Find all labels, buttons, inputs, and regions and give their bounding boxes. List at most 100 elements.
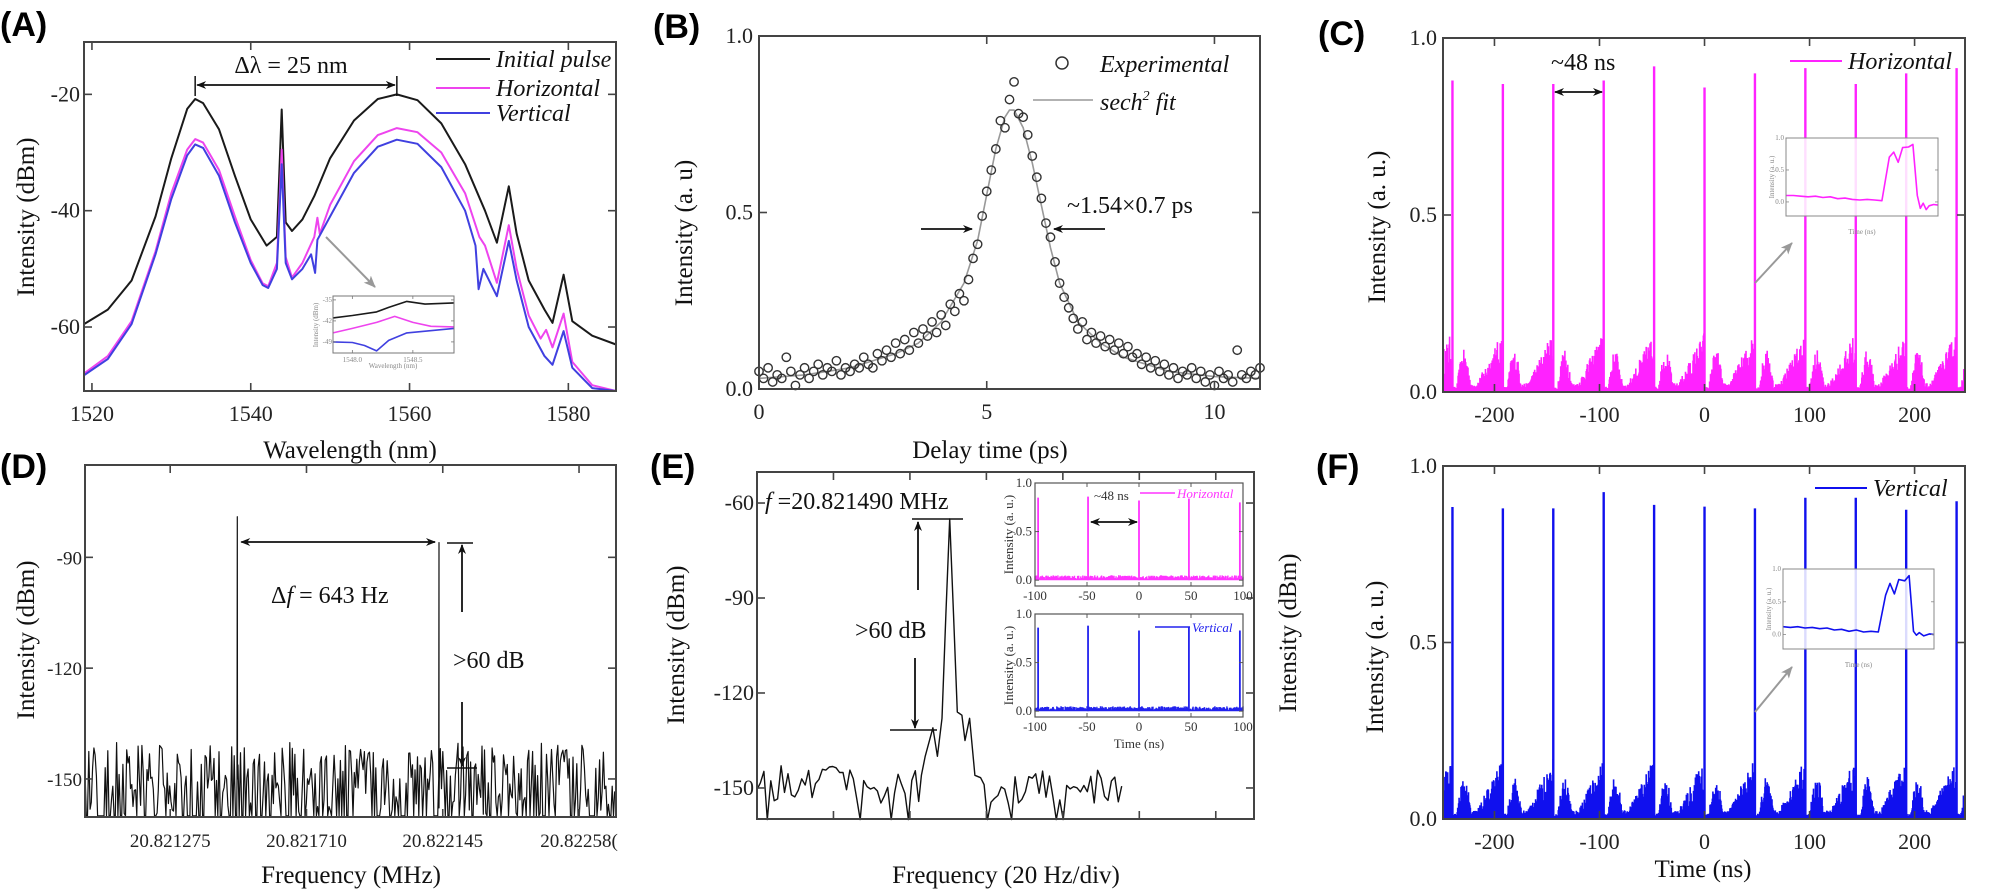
data-point <box>785 366 796 377</box>
data-point <box>1241 373 1252 384</box>
x-tick-label: 0 <box>1699 829 1710 854</box>
data-point <box>1031 172 1042 183</box>
x-tick-label: -200 <box>1474 402 1514 427</box>
data-point <box>1223 369 1234 380</box>
data-point <box>1186 362 1197 373</box>
inset-x-label: Time (ns) <box>1848 228 1876 236</box>
data-point <box>881 345 892 356</box>
inset-series-line <box>332 315 455 334</box>
x-axis-label: Delay time (ps) <box>912 437 1068 464</box>
data-point <box>1022 129 1033 140</box>
data-point <box>959 295 969 306</box>
data-point <box>1191 373 1202 384</box>
inset-pointer-arrow <box>1754 666 1793 713</box>
data-point <box>1173 373 1183 384</box>
legend-label: Horizontal <box>495 76 600 102</box>
data-point <box>1027 151 1038 161</box>
data-point <box>968 253 978 264</box>
data-point <box>1045 232 1056 243</box>
delta-symbol: Δ <box>271 583 286 609</box>
data-point <box>908 327 919 338</box>
series-line-vertical <box>83 138 617 392</box>
inset-x-label: Wavelength (nm) <box>369 362 418 370</box>
panel-label: (D) <box>0 448 47 486</box>
data-point <box>949 306 960 317</box>
data-point <box>945 299 956 310</box>
y-tick-label: 1.0 <box>1016 606 1032 621</box>
inset-x-label: Time (ns) <box>1114 736 1164 751</box>
x-axis-label: Frequency (20 Hz/div) <box>892 862 1120 889</box>
data-point <box>872 348 883 359</box>
y-tick-label: -35 <box>323 296 333 304</box>
x-tick-label: -100 <box>1023 588 1047 603</box>
x-tick-label: 100 <box>1793 829 1826 854</box>
legend-label: Initial pulse <box>495 47 612 73</box>
data-point <box>1159 359 1170 370</box>
data-point <box>767 377 778 387</box>
y-tick-label: 0.5 <box>1775 166 1784 174</box>
panel-label: (C) <box>1318 15 1365 53</box>
data-point <box>817 369 828 380</box>
annotation-period: ~48 ns <box>1094 488 1129 503</box>
data-point <box>836 369 846 380</box>
y-tick-label: 1.0 <box>726 23 754 48</box>
panel-f: (F) -200 -100 0 100 200 0.0 0.5 1.0 Intensity (a.… <box>1316 448 1966 883</box>
y-tick-label: 0.0 <box>726 376 754 401</box>
y-axis-label: Intensity (dBm) <box>663 565 690 724</box>
fit-label-base: sech <box>1100 90 1143 116</box>
y-tick-label: 0.5 <box>1410 202 1438 227</box>
plot-frame <box>756 471 1255 820</box>
annotation-dynamic-range: >60 dB <box>453 648 525 674</box>
y-tick-label: -20 <box>51 81 80 106</box>
inset-series-line <box>332 327 455 352</box>
legend-marker <box>1055 56 1069 70</box>
data-point <box>995 115 1006 126</box>
annotation-period: ~48 ns <box>1551 50 1615 76</box>
data-point <box>858 352 869 363</box>
data-point <box>854 362 865 373</box>
y-tick-label: -90 <box>57 548 82 569</box>
data-point <box>1118 348 1129 359</box>
x-tick-label: 0 <box>1136 719 1143 734</box>
y-tick-label: 1.0 <box>1410 25 1438 50</box>
x-tick-label: 5 <box>981 399 992 424</box>
data-point <box>1054 278 1065 288</box>
inset-series-line <box>332 300 455 319</box>
y-tick-label: -120 <box>47 659 82 680</box>
frequency-value: =20.821490 MHz <box>772 489 949 515</box>
y-tick-label: 1.0 <box>1410 453 1438 478</box>
data-point <box>886 352 896 363</box>
data-point <box>1018 112 1029 123</box>
data-point <box>808 366 819 377</box>
panel-d: (D) 20.821275 20.821710 20.822145 20.82258(-… <box>0 448 618 889</box>
inset-x-label: Time (ns) <box>1845 661 1873 669</box>
x-tick-label: 50 <box>1185 719 1198 734</box>
data-point <box>1041 218 1051 228</box>
legend-label: Horizontal <box>1176 486 1234 501</box>
y-tick-label: 1.0 <box>1775 134 1784 142</box>
legend-label-fit: sech2 fit <box>1100 89 1177 116</box>
x-axis-label: Frequency (MHz) <box>261 862 441 889</box>
inset-y-label: Intensity (a. u.) <box>1001 626 1016 705</box>
y-tick-label: -60 <box>725 490 754 515</box>
data-point <box>1082 334 1092 345</box>
y-tick-label: 0.0 <box>1410 379 1438 404</box>
inset-y-label: Intensity (a. u.) <box>1765 587 1773 630</box>
y-tick-label: 0.5 <box>1772 598 1781 606</box>
inset-pointer-arrow <box>325 236 376 288</box>
data-point <box>1050 257 1060 267</box>
inset-y-label: Intensity (a. u.) <box>1001 495 1016 574</box>
delta-f-value: = 643 Hz <box>293 583 389 609</box>
y-axis-label: Intensity (a. u.) <box>1364 151 1391 304</box>
y-tick-label: -49 <box>323 338 333 346</box>
y-tick-label: 0.0 <box>1016 572 1032 587</box>
data-point <box>804 373 814 384</box>
y-tick-label: 0.5 <box>1016 524 1032 539</box>
data-point <box>1141 352 1152 363</box>
legend-label: Vertical <box>1873 476 1948 502</box>
data-point <box>1200 377 1211 387</box>
data-point <box>954 288 965 299</box>
y-tick-label: -120 <box>714 680 754 705</box>
data-point <box>1072 324 1083 334</box>
